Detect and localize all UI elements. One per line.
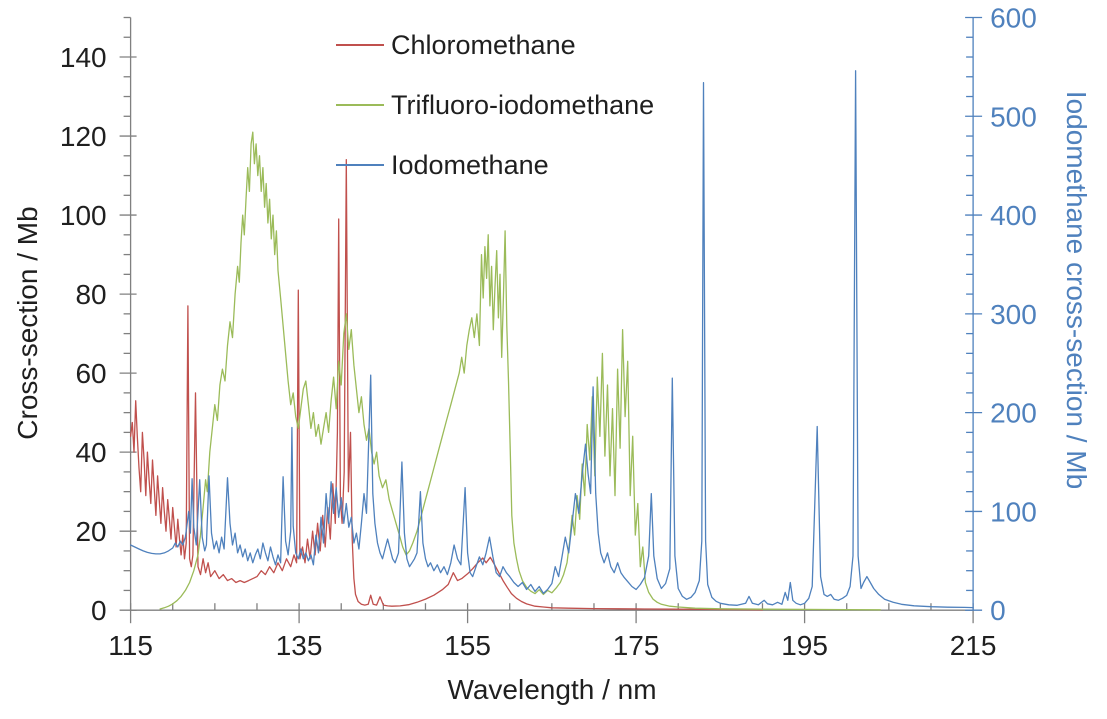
tick-label: 195 — [781, 630, 828, 661]
x-axis-title: Wavelength / nm — [447, 674, 657, 705]
y-axis-right-title: Iodomethane cross-section / Mb — [1061, 90, 1092, 490]
tick-label: 175 — [613, 630, 660, 661]
tick-label: 115 — [108, 630, 153, 661]
tick-label: 80 — [75, 279, 106, 310]
legend-item-chloromethane: Chloromethane — [336, 15, 654, 75]
legend-label-trifluoro-iodomethane: Trifluoro-iodomethane — [391, 89, 655, 120]
tick-label: 135 — [276, 630, 323, 661]
series-line-chloromethane — [129, 159, 764, 611]
legend-item-trifluoro-iodomethane: Trifluoro-iodomethane — [336, 75, 654, 135]
chart-legend: Chloromethane Trifluoro-iodomethane Iodo… — [336, 15, 654, 195]
y-axis-right: 0 100 200 300 400 500 600 — [965, 3, 1037, 626]
tick-label: 100 — [990, 496, 1037, 527]
y-axis-left: 0 20 40 60 80 100 120 140 — [60, 16, 137, 626]
tick-label: 40 — [75, 437, 106, 468]
legend-label-chloromethane: Chloromethane — [391, 29, 576, 60]
tick-label: 200 — [990, 398, 1037, 429]
series-line-trifluoro-iodomethane — [159, 131, 882, 611]
y-axis-left-title: Cross-section / Mb — [12, 206, 43, 440]
trifluoro-iodomethane-line-swatch — [336, 104, 384, 106]
tick-label: 215 — [950, 630, 997, 661]
tick-label: 100 — [60, 200, 107, 231]
tick-label: 120 — [60, 121, 107, 152]
tick-label: 400 — [990, 200, 1037, 231]
iodomethane-line-swatch — [336, 164, 384, 166]
tick-label: 300 — [990, 299, 1037, 330]
chloromethane-line-swatch — [336, 44, 384, 46]
tick-label: 500 — [990, 101, 1037, 132]
tick-label: 20 — [75, 516, 106, 547]
tick-label: 60 — [75, 358, 106, 389]
tick-label: 600 — [990, 3, 1037, 34]
legend-label-iodomethane: Iodomethane — [391, 149, 549, 180]
legend-item-iodomethane: Iodomethane — [336, 135, 654, 195]
tick-label: 0 — [91, 595, 107, 626]
series-line-iodomethane — [129, 70, 974, 609]
tick-label: 140 — [60, 42, 107, 73]
tick-label: 0 — [990, 595, 1006, 626]
tick-label: 155 — [444, 630, 491, 661]
x-axis: 115 135 155 175 195 215 — [108, 603, 996, 661]
